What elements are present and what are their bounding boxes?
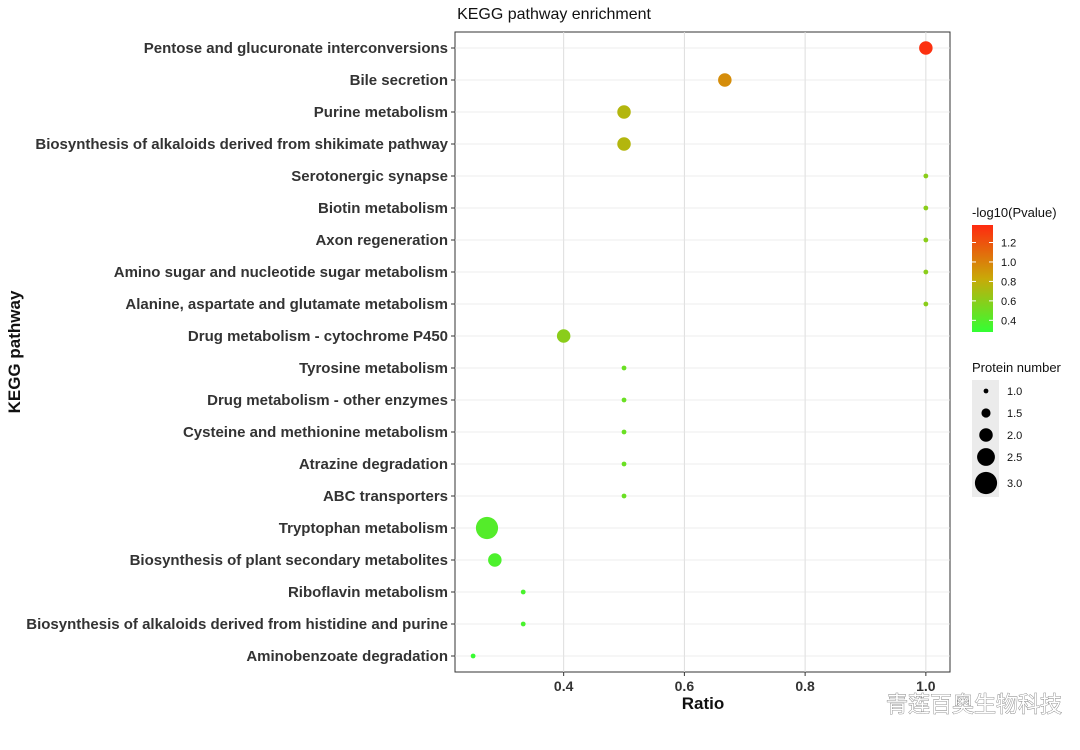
y-tick-label: ABC transporters: [323, 488, 448, 505]
y-tick-label: Tryptophan metabolism: [279, 520, 448, 537]
color-legend-label: 1.2: [1001, 238, 1016, 250]
color-legend-label: 0.4: [1001, 315, 1016, 327]
y-tick-label: Axon regeneration: [315, 232, 448, 249]
color-legend-title: -log10(Pvalue): [972, 205, 1057, 220]
x-tick-label: 0.6: [675, 678, 695, 694]
data-point: [556, 329, 571, 343]
x-axis-title: Ratio: [682, 694, 725, 713]
data-point: [923, 269, 929, 275]
size-legend-title: Protein number: [972, 360, 1062, 375]
y-tick-label: Aminobenzoate degradation: [246, 648, 448, 665]
size-legend: Protein number 1.0 1.5 2.0 2.5 3.0: [972, 360, 1062, 497]
size-legend-dot: [974, 471, 998, 495]
color-legend-label: 0.8: [1001, 276, 1016, 288]
data-point: [923, 237, 929, 243]
data-point: [621, 365, 627, 371]
y-tick-label: Riboflavin metabolism: [288, 584, 448, 601]
y-tick-label: Drug metabolism - other enzymes: [207, 392, 448, 409]
data-point: [617, 105, 631, 119]
x-tick-label: 0.4: [554, 678, 574, 694]
y-tick-label: Amino sugar and nucleotide sugar metabol…: [114, 264, 448, 281]
y-tick-label: Serotonergic synapse: [291, 168, 448, 185]
data-point: [520, 589, 526, 595]
size-legend-label: 2.5: [1007, 452, 1022, 464]
data-point: [488, 553, 502, 567]
y-tick-label: Cysteine and methionine metabolism: [183, 424, 448, 441]
size-legend-dot: [981, 408, 991, 418]
color-legend-label: 1.0: [1001, 257, 1016, 269]
color-legend-bar: [972, 225, 993, 332]
data-point: [475, 516, 499, 540]
y-tick-label: Biosynthesis of plant secondary metaboli…: [130, 552, 448, 569]
data-point: [923, 205, 929, 211]
size-legend-dot: [977, 448, 995, 466]
data-point: [923, 173, 929, 179]
y-tick-label: Bile secretion: [350, 72, 448, 89]
data-point: [919, 41, 933, 55]
y-tick-label: Atrazine degradation: [299, 456, 448, 473]
x-axis: 0.4 0.6 0.8 1.0: [554, 672, 936, 694]
data-point: [621, 397, 627, 403]
y-axis-title: KEGG pathway: [5, 290, 24, 413]
y-tick-label: Pentose and glucuronate interconversions: [144, 40, 448, 57]
color-legend: -log10(Pvalue) 1.2 1.0 0.8 0.6 0.4: [972, 205, 1057, 332]
size-legend-dot: [983, 388, 989, 394]
y-tick-label: Tyrosine metabolism: [299, 360, 448, 377]
y-tick-label: Alanine, aspartate and glutamate metabol…: [125, 296, 448, 313]
data-points: [455, 41, 950, 659]
y-tick-label: Biotin metabolism: [318, 200, 448, 217]
x-gridlines: [563, 32, 927, 672]
plot-panel: [454, 31, 951, 673]
size-legend-label: 2.0: [1007, 430, 1022, 442]
data-point: [621, 461, 627, 467]
data-point: [718, 73, 732, 87]
size-legend-label: 3.0: [1007, 478, 1022, 490]
data-point: [617, 137, 631, 151]
x-tick-label: 0.8: [795, 678, 815, 694]
size-legend-label: 1.0: [1007, 386, 1022, 398]
x-tick-label: 1.0: [916, 678, 936, 694]
data-point: [520, 621, 526, 627]
data-point: [470, 653, 476, 659]
y-tick-label: Biosynthesis of alkaloids derived from h…: [26, 616, 448, 633]
data-point: [621, 493, 627, 499]
data-point: [621, 429, 627, 435]
data-point: [923, 301, 929, 307]
y-axis: Pentose and glucuronate interconversions…: [26, 40, 455, 665]
y-tick-label: Drug metabolism - cytochrome P450: [188, 328, 448, 345]
watermark-text: 青莲百奥生物科技: [886, 693, 1062, 718]
size-legend-dot: [979, 428, 993, 442]
size-legend-label: 1.5: [1007, 408, 1022, 420]
y-tick-label: Biosynthesis of alkaloids derived from s…: [35, 136, 448, 153]
y-tick-label: Purine metabolism: [314, 104, 448, 121]
chart-title: KEGG pathway enrichment: [457, 6, 651, 23]
color-legend-label: 0.6: [1001, 296, 1016, 308]
